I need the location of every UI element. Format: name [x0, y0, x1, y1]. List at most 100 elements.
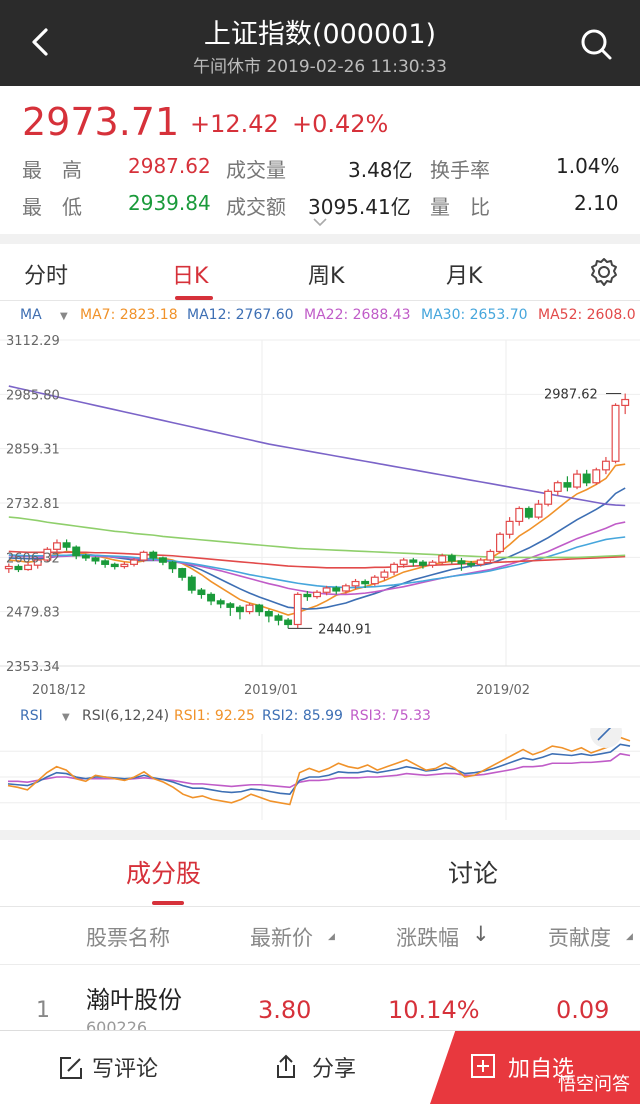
- candle-body: [226, 603, 235, 608]
- sort-icon[interactable]: ◢: [626, 932, 633, 942]
- stat-label-low: 最 低: [22, 195, 82, 219]
- low-annotation: 2440.91: [318, 622, 372, 637]
- candle-body: [52, 542, 61, 550]
- tab-intraday[interactable]: 分时: [24, 264, 69, 289]
- stat-value-amount: 3095.41亿: [308, 195, 411, 219]
- ma-selector[interactable]: MA: [20, 307, 42, 323]
- rsi3-value: RSI3: 75.33: [350, 708, 431, 724]
- watermark: 悟空问答: [558, 1074, 630, 1095]
- candle-body: [101, 560, 110, 565]
- candle-body: [207, 593, 216, 602]
- active-tab-indicator: [175, 296, 213, 300]
- candle-body: [611, 404, 620, 462]
- expand-arrows-icon: [597, 728, 612, 741]
- price-change: +12.42: [190, 110, 279, 138]
- stock-change: 10.14%: [388, 996, 480, 1024]
- stat-label-high: 最 高: [22, 158, 82, 182]
- chart-tabs: 分时 日K 周K 月K: [0, 244, 640, 301]
- stat-label-volume-ratio: 量 比: [430, 195, 490, 219]
- tab-weekly-k[interactable]: 周K: [308, 264, 345, 289]
- stat-value-volume: 3.48亿: [348, 158, 413, 182]
- stock-name: 瀚叶股份: [86, 986, 182, 1014]
- candle-body: [573, 473, 582, 488]
- sort-icon[interactable]: ◢: [328, 932, 335, 942]
- rsi1-value: RSI1: 92.25: [174, 708, 255, 724]
- ma-line-long2: [8, 516, 626, 559]
- expand-chevron-icon[interactable]: [313, 218, 327, 227]
- ma-legend: MA ▼ MA7: 2823.18 MA12: 2767.60 MA22: 26…: [0, 302, 640, 328]
- sort-desc-icon[interactable]: ↓: [472, 922, 490, 946]
- rsi-chart[interactable]: [0, 728, 640, 826]
- ma7-value: MA7: 2823.18: [80, 307, 178, 323]
- candle-body: [178, 568, 187, 578]
- candle-body: [544, 490, 553, 505]
- candlestick-chart[interactable]: 3112.29 2985.80 2859.31 2732.81 2606.32 2479.…: [0, 328, 640, 700]
- write-comment-button[interactable]: 写评论: [92, 1057, 159, 1082]
- candle-body: [313, 591, 321, 598]
- dropdown-arrow-icon[interactable]: ▼: [62, 712, 70, 723]
- market-status: 午间休市 2019-02-26 11:30:33: [193, 57, 447, 77]
- tab-daily-k[interactable]: 日K: [172, 264, 209, 289]
- divider: [0, 234, 640, 244]
- stat-label-amount: 成交额: [226, 195, 286, 219]
- candle-body: [149, 551, 158, 559]
- gear-icon[interactable]: [588, 256, 620, 288]
- candle-body: [216, 600, 225, 605]
- x-tick-label: 2019/01: [244, 683, 298, 698]
- y-tick-label: 2353.34: [6, 660, 60, 675]
- col-contribution[interactable]: 贡献度: [548, 926, 611, 950]
- candle-body: [370, 576, 379, 585]
- rsi2-value: RSI2: 85.99: [262, 708, 343, 724]
- y-tick-label: 2985.80: [6, 388, 60, 403]
- current-price: 2973.71: [22, 100, 180, 144]
- candle-body: [322, 587, 331, 593]
- rsi-selector[interactable]: RSI: [20, 708, 43, 724]
- rsi-line-rsi2: [7, 743, 631, 796]
- candle-body: [158, 557, 167, 563]
- ma30-value: MA30: 2653.70: [421, 307, 528, 323]
- x-tick-label: 2018/12: [32, 683, 86, 698]
- candle-body: [110, 563, 119, 568]
- high-annotation: 2987.62: [544, 388, 598, 403]
- col-change[interactable]: 涨跌幅: [396, 926, 459, 950]
- back-arrow-icon[interactable]: [22, 22, 62, 62]
- y-tick-label: 2479.83: [6, 606, 60, 621]
- sub-tabs: 成分股 讨论: [0, 840, 640, 907]
- tab-discussion[interactable]: 讨论: [448, 859, 499, 888]
- expand-button[interactable]: [590, 728, 622, 748]
- candle-body: [534, 503, 543, 518]
- candle-body: [130, 559, 138, 565]
- candle-body: [274, 615, 283, 621]
- table-row[interactable]: 1 瀚叶股份 600226 3.80 10.14% 0.09: [0, 964, 640, 1037]
- top-bar: 上证指数(000001) 午间休市 2019-02-26 11:30:33: [0, 0, 640, 86]
- y-tick-label: 2859.31: [6, 443, 60, 458]
- candle-body: [264, 610, 273, 617]
- edit-icon[interactable]: [58, 1055, 84, 1081]
- col-name: 股票名称: [86, 926, 170, 950]
- candle-body: [486, 550, 495, 561]
- candle-body: [476, 559, 485, 565]
- tab-monthly-k[interactable]: 月K: [446, 264, 483, 289]
- share-button[interactable]: 分享: [312, 1057, 357, 1082]
- rsi-legend: RSI ▼ RSI(6,12,24) RSI1: 92.25 RSI2: 85.…: [0, 704, 640, 728]
- col-price[interactable]: 最新价: [250, 926, 313, 950]
- x-tick-label: 2019/02: [476, 683, 530, 698]
- candle-body: [197, 589, 206, 596]
- candle-body: [592, 469, 601, 484]
- candle-body: [601, 460, 610, 471]
- table-header: 股票名称 最新价 ◢ 涨跌幅 ↓ 贡献度 ◢: [0, 906, 640, 965]
- candle-body: [168, 561, 177, 570]
- active-tab-indicator: [152, 901, 184, 905]
- candle-body: [245, 604, 254, 613]
- candle-body: [361, 580, 370, 585]
- candle-body: [621, 398, 630, 407]
- add-watchlist-button[interactable]: 加自选 悟空问答: [430, 1031, 640, 1104]
- dropdown-arrow-icon[interactable]: ▼: [60, 311, 68, 322]
- tab-constituents[interactable]: 成分股: [126, 859, 202, 888]
- candle-body: [81, 555, 90, 559]
- search-icon[interactable]: [578, 26, 614, 62]
- y-tick-label: 2732.81: [6, 497, 60, 512]
- candle-body: [563, 482, 572, 488]
- share-icon[interactable]: [272, 1053, 300, 1081]
- add-watchlist-label: 加自选: [508, 1057, 575, 1082]
